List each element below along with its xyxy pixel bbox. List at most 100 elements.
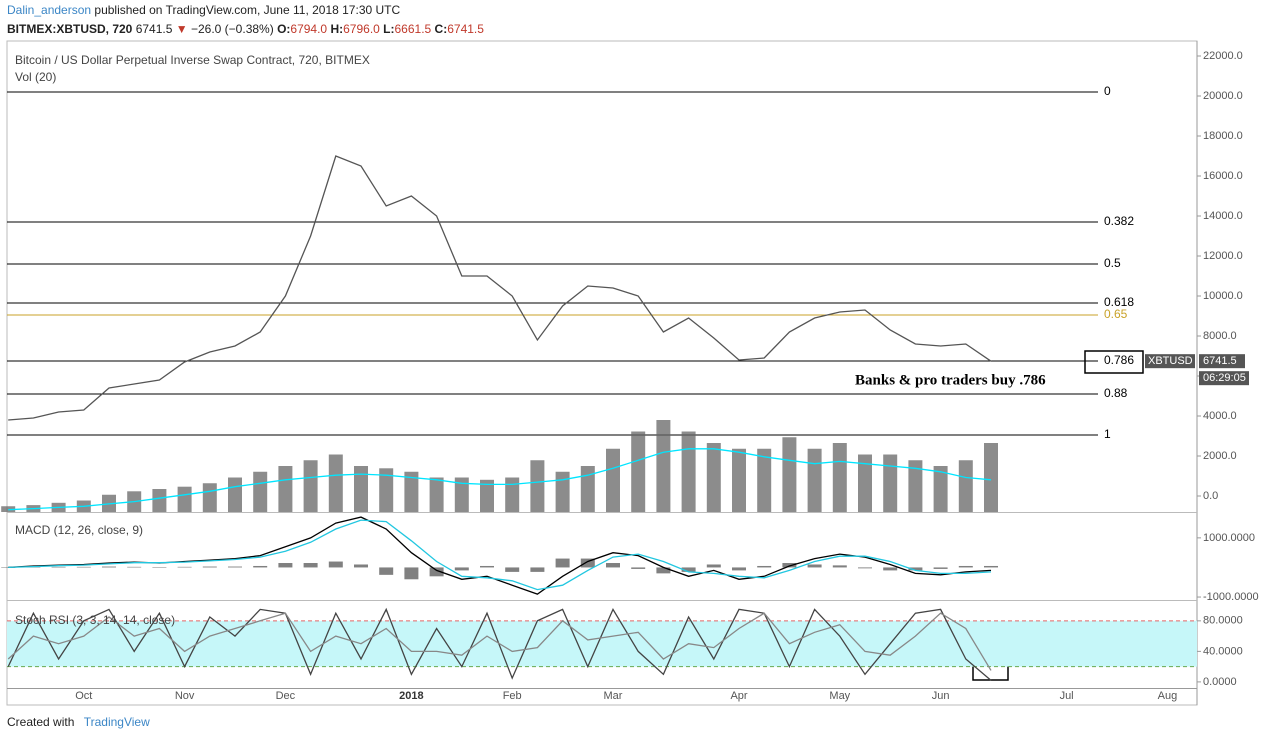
bar xyxy=(606,563,620,568)
fib-label: 1 xyxy=(1104,427,1111,441)
bar xyxy=(303,460,318,512)
bar xyxy=(278,466,293,512)
bar xyxy=(278,563,293,568)
bar xyxy=(354,466,368,512)
bar xyxy=(127,566,142,568)
bar xyxy=(202,483,217,512)
annotation: Banks & pro traders buy .786 xyxy=(855,372,1046,388)
price-tag xyxy=(1199,354,1245,369)
x-tick-label: Dec xyxy=(276,690,296,702)
bar xyxy=(51,566,66,568)
bar xyxy=(530,567,545,572)
y-tick-label: 80.0000 xyxy=(1203,615,1243,627)
y-tick-label: 4000.0 xyxy=(1203,410,1237,422)
bar xyxy=(379,468,394,512)
bar xyxy=(631,431,646,512)
bar xyxy=(782,563,797,568)
bar xyxy=(76,566,91,568)
bar xyxy=(580,466,595,512)
bar xyxy=(530,460,545,512)
bar xyxy=(732,448,746,512)
bar xyxy=(555,558,570,568)
change: −26.0 (−0.38%) xyxy=(190,22,274,36)
bar xyxy=(782,437,797,512)
bar xyxy=(858,567,872,569)
x-tick-label: Nov xyxy=(175,690,195,702)
bar xyxy=(177,566,192,568)
bar xyxy=(480,565,494,568)
series-line xyxy=(8,519,992,591)
bar xyxy=(454,567,469,571)
countdown-tag xyxy=(1199,371,1249,386)
series-line xyxy=(7,612,992,671)
brand[interactable]: TradingView xyxy=(83,715,150,729)
symbol-line: BITMEX:XBTUSD, 720 6741.5 ▼ −26.0 (−0.38… xyxy=(7,22,484,36)
ohlc-key: L: xyxy=(383,22,395,36)
pane-title: Stoch RSI (3, 3, 14, 14, close) xyxy=(15,613,175,627)
fib-label: 0.88 xyxy=(1104,386,1128,400)
bar xyxy=(480,479,494,512)
series-line xyxy=(8,448,992,511)
x-tick-label: Feb xyxy=(503,690,522,702)
bar xyxy=(505,477,520,512)
symbol-tag-text: XBTUSD xyxy=(1148,355,1193,367)
bar xyxy=(1,567,16,568)
published: published on TradingView.com, June 11, 2… xyxy=(94,3,401,17)
bar xyxy=(933,567,948,569)
level-highlight xyxy=(1084,350,1144,374)
bar xyxy=(858,454,872,512)
ohlc-key: C: xyxy=(434,22,448,36)
bar xyxy=(505,567,520,572)
bar xyxy=(958,565,973,568)
y-tick-label: 0.0 xyxy=(1203,490,1218,502)
symbol-tag xyxy=(1145,354,1195,369)
ohlc-value: 6741.5 xyxy=(447,22,484,36)
bar xyxy=(908,460,923,512)
bar xyxy=(807,564,822,568)
pane-title: Vol (20) xyxy=(15,70,56,84)
y-tick-label: -1000.0000 xyxy=(1203,591,1259,603)
x-tick-label: Mar xyxy=(604,690,623,702)
ohlc-key: O: xyxy=(277,22,291,36)
y-tick-label: 8000.0 xyxy=(1203,330,1237,342)
x-tick-label: Jul xyxy=(1060,690,1074,702)
bar xyxy=(757,448,772,512)
ohlc-key: H: xyxy=(330,22,344,36)
bar xyxy=(328,561,343,568)
bar xyxy=(984,565,998,568)
bar xyxy=(555,471,570,512)
bar xyxy=(656,420,671,512)
bar xyxy=(933,466,948,512)
bar xyxy=(253,565,268,568)
author[interactable]: Dalin_anderson xyxy=(7,3,92,17)
ohlc-value: 6661.5 xyxy=(394,22,432,36)
bar xyxy=(681,431,696,512)
y-tick-label: 10000.0 xyxy=(1203,290,1243,302)
footer-text: Created with xyxy=(7,715,75,729)
bar xyxy=(706,443,721,512)
bar xyxy=(354,564,368,568)
bar xyxy=(429,477,444,512)
down-arrow: ▼ xyxy=(175,22,188,36)
y-tick-label: 16000.0 xyxy=(1203,170,1243,182)
pane-title: MACD (12, 26, close, 9) xyxy=(15,523,143,537)
bar xyxy=(253,471,268,512)
bar xyxy=(303,563,318,568)
fib-label: 0.382 xyxy=(1104,214,1134,228)
bar xyxy=(404,471,419,512)
bar xyxy=(606,448,620,512)
symbol: BITMEX:XBTUSD, 720 xyxy=(7,22,133,36)
y-tick-label: 2000.0 xyxy=(1203,450,1237,462)
y-tick-label: 40.0000 xyxy=(1203,645,1243,657)
x-tick-label: Aug xyxy=(1158,690,1178,702)
last: 6741.5 xyxy=(135,22,173,36)
bar xyxy=(152,567,167,568)
bar xyxy=(429,567,444,577)
bar xyxy=(732,567,746,571)
bar xyxy=(883,567,898,571)
y-tick-label: 0.0000 xyxy=(1203,676,1237,688)
y-tick-label: 1000.0000 xyxy=(1203,532,1255,544)
bar xyxy=(454,477,469,512)
